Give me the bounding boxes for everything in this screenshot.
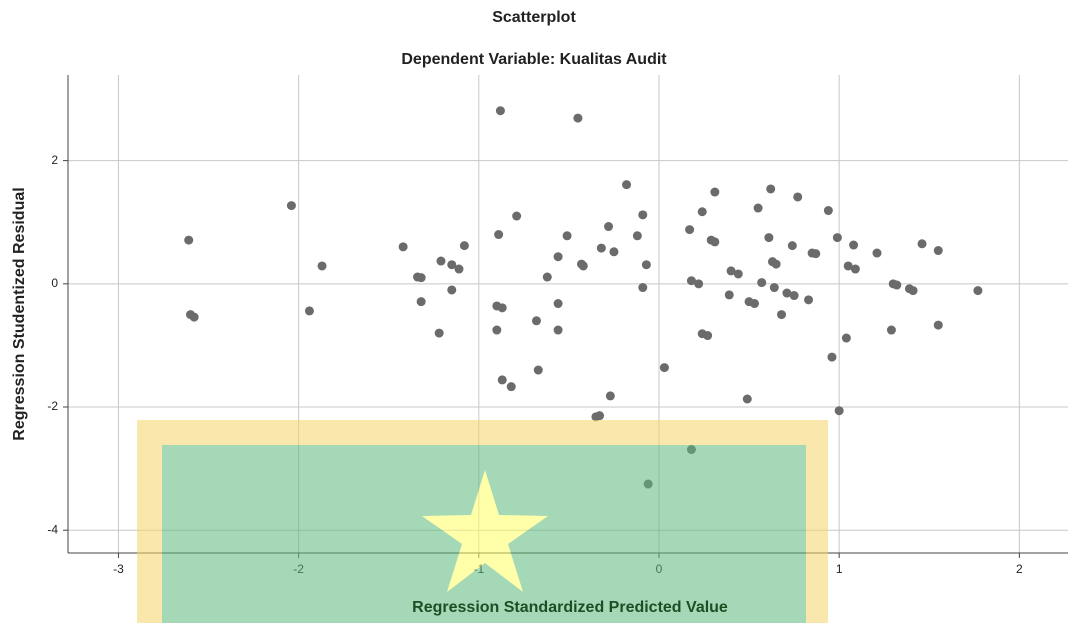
x-tick-label: 1 [836, 562, 843, 576]
point [638, 210, 647, 219]
x-tick-label: -3 [113, 562, 124, 576]
point [604, 222, 613, 231]
point [934, 246, 943, 255]
point [609, 247, 618, 256]
point [633, 231, 642, 240]
point [622, 180, 631, 189]
y-tick-label: 0 [51, 276, 58, 290]
point [543, 273, 552, 282]
point [710, 237, 719, 246]
point [638, 283, 647, 292]
point [934, 321, 943, 330]
point [710, 188, 719, 197]
point [750, 299, 759, 308]
point [447, 285, 456, 294]
point [824, 206, 833, 215]
point [725, 290, 734, 299]
point [460, 241, 469, 250]
point [492, 326, 501, 335]
point [399, 242, 408, 251]
point [734, 269, 743, 278]
point [788, 241, 797, 250]
point [512, 212, 521, 221]
point [892, 281, 901, 290]
point [642, 260, 651, 269]
point [498, 303, 507, 312]
chart-title: Scatterplot [492, 9, 576, 26]
y-tick-label: -4 [47, 522, 58, 536]
point [507, 382, 516, 391]
point [757, 278, 766, 287]
point [318, 261, 327, 270]
point [973, 286, 982, 295]
point [595, 411, 604, 420]
point [534, 366, 543, 375]
point [532, 316, 541, 325]
point [436, 257, 445, 266]
point [772, 260, 781, 269]
point [454, 265, 463, 274]
point [849, 241, 858, 250]
chart-subtitle: Dependent Variable: Kualitas Audit [401, 51, 667, 68]
point [851, 265, 860, 274]
point [190, 313, 199, 322]
point [579, 261, 588, 270]
y-tick-label: 2 [51, 153, 58, 167]
point [793, 192, 802, 201]
point [909, 286, 918, 295]
point [554, 299, 563, 308]
point [554, 326, 563, 335]
point [743, 395, 752, 404]
point [417, 273, 426, 282]
point [918, 239, 927, 248]
point [842, 334, 851, 343]
point [766, 184, 775, 193]
point [606, 391, 615, 400]
point [287, 201, 296, 210]
point [811, 249, 820, 258]
point [873, 249, 882, 258]
point [685, 225, 694, 234]
point [694, 279, 703, 288]
point [887, 326, 896, 335]
page: {"chart_data": {"type": "scatter", "titl… [0, 0, 1068, 623]
point [698, 207, 707, 216]
point [554, 252, 563, 261]
point [498, 375, 507, 384]
point [754, 204, 763, 213]
chart: Scatterplot Dependent Variable: Kualitas… [0, 0, 1068, 623]
point [435, 329, 444, 338]
point [833, 233, 842, 242]
point [703, 331, 712, 340]
point [563, 231, 572, 240]
point [804, 295, 813, 304]
point [184, 236, 193, 245]
point [790, 291, 799, 300]
point [417, 297, 426, 306]
point [597, 244, 606, 253]
point [660, 363, 669, 372]
x-tick-label: 2 [1016, 562, 1023, 576]
watermark [137, 420, 828, 623]
x-axis-label: Regression Standardized Predicted Value [412, 599, 728, 616]
y-axis-label: Regression Studentized Residual [11, 187, 28, 440]
point [496, 106, 505, 115]
point [770, 283, 779, 292]
point [777, 310, 786, 319]
point [827, 353, 836, 362]
point [494, 230, 503, 239]
point [573, 114, 582, 123]
point [764, 233, 773, 242]
point [835, 406, 844, 415]
y-tick-label: -2 [47, 399, 58, 413]
point [305, 306, 314, 315]
